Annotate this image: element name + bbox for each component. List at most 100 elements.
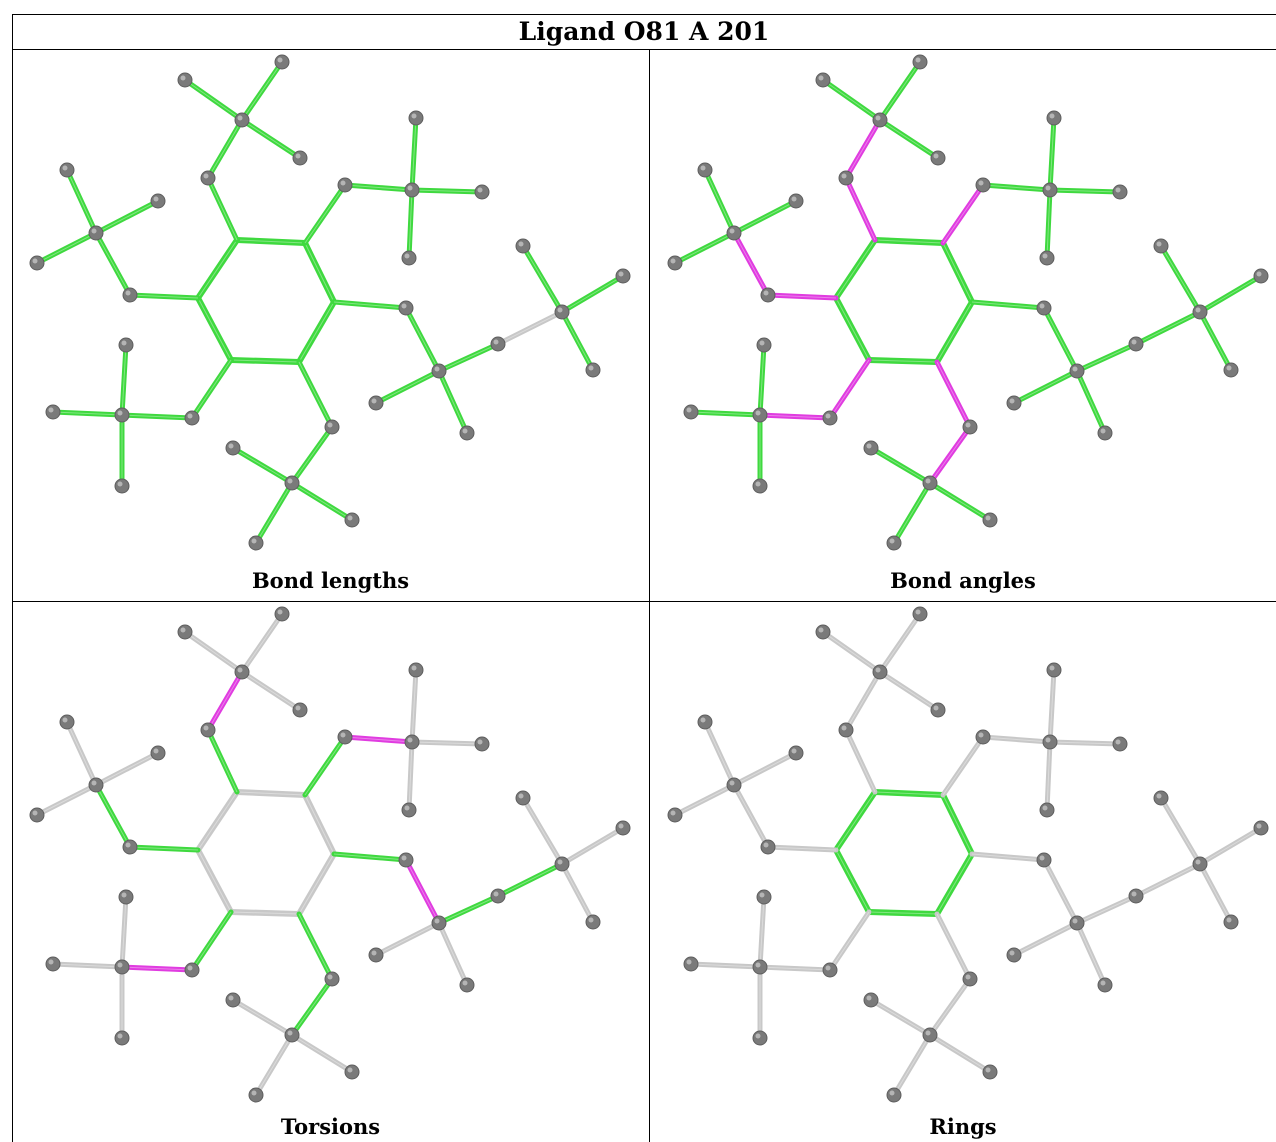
bond-c1-m1b (239, 611, 285, 675)
bond-c3c-m3c (1197, 825, 1264, 867)
bond-highlight-r1-o1 (845, 729, 876, 793)
bond-o6-c6 (93, 782, 133, 850)
bond-highlight-o5-c5 (759, 966, 831, 971)
bond-highlight-c6-m6a (36, 784, 97, 816)
bond-c1-m1b (877, 611, 923, 675)
atom-shine-c3 (1072, 918, 1078, 924)
atom-shine-c3c (557, 307, 563, 313)
bond-highlight-c5-m5a (52, 963, 123, 968)
atom-shine-o3 (1039, 855, 1045, 861)
panel-bond-lengths: Bond lengths (12, 50, 649, 601)
atom-c3b (490, 888, 506, 904)
atom-m2c (401, 250, 417, 266)
atom-shine-c4 (287, 1030, 293, 1036)
atom-m1b (274, 54, 290, 70)
bond-highlight-c4-m4b (929, 482, 991, 521)
bond-highlight-c4-m4b (291, 1034, 353, 1073)
bond-highlight-r5-r6 (197, 849, 232, 913)
bond-r6-o6 (765, 292, 839, 301)
bond-r3-r4 (296, 299, 337, 365)
bond-r4-o4 (934, 911, 973, 982)
bond-r6-r1 (833, 789, 878, 853)
atom-c6 (726, 225, 742, 241)
atom-shine-m3d (588, 917, 594, 923)
atom-shine-m4c (251, 538, 257, 544)
atom-m3d (1223, 362, 1239, 378)
bond-highlight-c1-m1c (241, 671, 301, 711)
bond-highlight-c3c-m3d (561, 311, 594, 371)
atom-shine-m3d (1226, 917, 1232, 923)
bond-c6-m6c (64, 719, 99, 788)
bond-r5-o5 (189, 357, 234, 421)
atom-o3 (1036, 852, 1052, 868)
atom-m6a (29, 807, 45, 823)
bond-highlight-c5-m5b (759, 896, 765, 968)
bond-r1-r2 (872, 237, 946, 246)
bond-highlight-r3-r4 (936, 853, 973, 915)
atom-shine-c3b (1131, 891, 1137, 897)
bond-highlight-c3c-m3c (1199, 275, 1262, 313)
bond-highlight-c6-m6a (674, 784, 735, 816)
column-divider (649, 50, 650, 1142)
bond-highlight-r3-o3 (971, 853, 1045, 861)
bond-c3-m3b (436, 920, 470, 988)
bond-c3-m3a (373, 368, 442, 406)
bond-highlight-c3c-m3c (1199, 827, 1262, 865)
atom-shine-o2 (340, 180, 346, 186)
atom-shine-m1b (915, 609, 921, 615)
bond-r4-r5 (228, 909, 302, 917)
bond-o4-c4 (927, 424, 973, 486)
atom-m3b (1097, 977, 1113, 993)
atom-shine-m2b (1115, 187, 1121, 193)
row-divider (12, 601, 1276, 602)
atom-c2 (404, 734, 420, 750)
bond-highlight-r6-o6 (129, 846, 199, 851)
bond-c2-m2c (1044, 739, 1053, 813)
bond-highlight-c2-m2b (1049, 189, 1121, 193)
bond-highlight-r6-r1 (197, 791, 238, 851)
atom-shine-m3a (371, 398, 377, 404)
bond-highlight-r5-o5 (191, 359, 232, 419)
atom-shine-m4b (985, 515, 991, 521)
bond-highlight-o3-c3 (405, 859, 440, 924)
atom-c4 (284, 1027, 300, 1043)
bond-highlight-r2-o2 (304, 736, 346, 796)
bond-highlight-r4-r5 (230, 359, 300, 363)
atom-shine-m6a (670, 810, 676, 816)
atom-o4 (962, 419, 978, 435)
bond-c2-m2b (409, 187, 485, 195)
molecule-rings (667, 606, 1269, 1103)
bond-highlight-r2-o2 (942, 736, 984, 796)
atom-shine-c6 (729, 780, 735, 786)
atom-shine-m1c (933, 705, 939, 711)
atom-shine-m3c (618, 271, 624, 277)
bond-highlight-c2-m2a (1049, 117, 1055, 191)
atom-shine-m4b (347, 1067, 353, 1073)
bond-o4-c4 (289, 424, 335, 486)
atom-o6 (760, 839, 776, 855)
atom-shine-m4a (228, 443, 234, 449)
atom-m6a (667, 255, 683, 271)
bond-highlight-c3-m3a (375, 370, 440, 404)
bond-highlight-c1-m1b (879, 613, 921, 673)
atom-o5 (822, 962, 838, 978)
atom-shine-m4b (347, 515, 353, 521)
bond-c3c-m3d (559, 861, 596, 925)
bond-c4-m4b (289, 1032, 355, 1075)
bond-o6-c6 (93, 230, 133, 298)
bond-r1-r2 (234, 237, 308, 246)
bond-o3-c3 (403, 305, 442, 374)
bond-highlight-c1-m1c (879, 671, 939, 711)
atom-shine-m5c (755, 1033, 761, 1039)
atom-shine-m3d (1226, 365, 1232, 371)
bond-highlight-c2-m2a (411, 117, 417, 191)
bond-c3b-c3c (495, 309, 565, 347)
bond-c3b-c3c (1133, 861, 1203, 899)
atom-c6 (88, 225, 104, 241)
bond-highlight-o6-c6 (733, 232, 769, 296)
bond-highlight-o4-c4 (929, 426, 971, 484)
bond-o3-c3 (1041, 305, 1080, 374)
atom-c1 (234, 112, 250, 128)
atom-shine-m3b (1100, 980, 1106, 986)
atom-m3b (459, 977, 475, 993)
